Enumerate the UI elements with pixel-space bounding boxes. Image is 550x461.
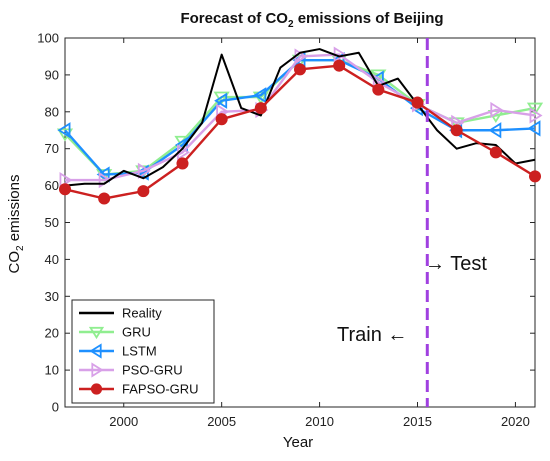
y-tick-label: 50: [45, 215, 59, 230]
legend-label: LSTM: [122, 344, 157, 359]
legend-marker: [89, 343, 102, 359]
y-tick-label: 60: [45, 178, 59, 193]
legend-label: Reality: [122, 306, 162, 321]
data-point-fapso-gru: [137, 185, 150, 198]
x-axis: 2000 2005 2010 2015 2020: [109, 38, 530, 429]
data-point-lstm: [96, 166, 110, 183]
data-point-lstm: [527, 120, 541, 137]
data-point-fapso-gru: [528, 170, 542, 183]
series-line-fapso-gru: [64, 64, 536, 200]
train-annotation: Train ←: [337, 324, 407, 346]
y-axis-title: CO2 emissions: [6, 175, 26, 274]
legend: Reality GRU LSTM PSO-GRU FAPSO-GRU: [71, 299, 215, 404]
data-point-fapso-gru: [215, 113, 228, 126]
data-point-fapso-gru: [98, 192, 111, 205]
y-tick-label: 10: [45, 363, 59, 378]
y-tick-label: 80: [45, 104, 59, 119]
y-tick-label: 30: [45, 289, 59, 304]
legend-entry: FAPSO-GRU: [79, 382, 199, 397]
data-point-fapso-gru: [333, 59, 346, 72]
x-tick-label: 2000: [109, 414, 138, 429]
legend-entry: PSO-GRU: [79, 362, 183, 378]
x-tick-label: 2015: [403, 414, 432, 429]
series-line-gru: [64, 58, 536, 176]
y-tick-label: 100: [37, 31, 59, 46]
data-point-lstm: [488, 122, 502, 139]
test-annotation: → Test: [425, 253, 487, 275]
legend-entry: Reality: [79, 306, 162, 321]
legend-marker: [90, 383, 103, 395]
data-point-lstm: [57, 122, 71, 139]
legend-marker: [91, 362, 104, 378]
x-axis-title: Year: [283, 434, 313, 451]
y-tick-label: 40: [45, 252, 59, 267]
chart-title: Forecast of CO2 emissions of Beijing: [180, 10, 443, 30]
legend-marker: [88, 326, 105, 340]
y-tick-label: 20: [45, 326, 59, 341]
data-point-fapso-gru: [489, 146, 502, 159]
data-point-lstm: [253, 87, 267, 104]
legend-label: FAPSO-GRU: [122, 382, 199, 397]
data-point-lstm: [214, 92, 228, 109]
legend-entry: GRU: [79, 325, 151, 340]
data-point-fapso-gru: [58, 183, 72, 196]
x-tick-label: 2020: [501, 414, 530, 429]
data-point-fapso-gru: [293, 63, 307, 76]
data-point-pso-gru: [529, 107, 543, 124]
series-line-reality: [64, 48, 536, 187]
series-fapso-gru: [58, 59, 542, 205]
data-point-pso-gru: [137, 162, 151, 179]
data-point-gru: [213, 91, 230, 105]
y-tick-label: 0: [52, 400, 59, 415]
series-layer: [56, 46, 544, 205]
x-tick-label: 2005: [207, 414, 236, 429]
series-line-pso-gru: [65, 53, 536, 182]
data-point-fapso-gru: [176, 157, 189, 170]
y-tick-label: 70: [45, 141, 59, 156]
data-point-pso-gru: [490, 101, 504, 119]
legend-entry: LSTM: [79, 343, 157, 359]
series-reality: [64, 48, 536, 187]
legend-label: GRU: [122, 325, 151, 340]
x-tick-label: 2010: [305, 414, 334, 429]
data-point-fapso-gru: [254, 102, 267, 115]
legend-label: PSO-GRU: [122, 363, 183, 378]
series-line-lstm: [64, 58, 536, 176]
data-point-fapso-gru: [372, 83, 385, 96]
data-point-fapso-gru: [450, 124, 463, 137]
y-tick-label: 90: [45, 67, 59, 82]
data-point-fapso-gru: [411, 96, 424, 109]
